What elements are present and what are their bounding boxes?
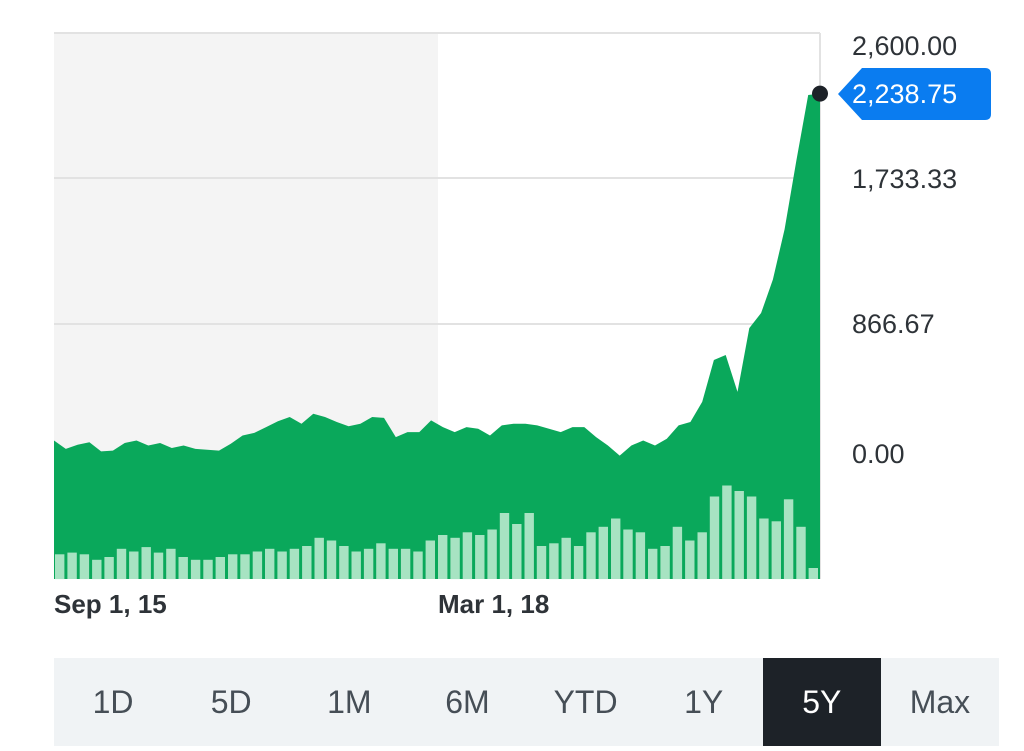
range-button-1d[interactable]: 1D xyxy=(92,683,134,720)
range-button-ytd[interactable]: YTD xyxy=(553,683,618,720)
y-tick-label-3: 866.67 xyxy=(852,309,935,339)
range-button-5d[interactable]: 5D xyxy=(210,683,252,720)
price-chart: 2,600.00 1,733.33 866.67 0.00 Sep 1, 15 … xyxy=(54,31,991,619)
volume-bar xyxy=(697,532,707,580)
price-area-series xyxy=(54,93,820,579)
volume-bar xyxy=(178,557,188,579)
volume-bar xyxy=(228,554,238,580)
volume-bar xyxy=(709,496,720,579)
y-tick-label-2: 1,733.33 xyxy=(852,164,957,194)
volume-bar xyxy=(104,557,114,579)
volume-bar xyxy=(808,568,818,579)
range-selector: 1D 5D 1M 6M YTD 1Y 5Y Max xyxy=(54,658,999,746)
volume-bar xyxy=(672,526,683,580)
last-price-label: 2,238.75 xyxy=(852,79,957,109)
x-tick-label-mid: Mar 1, 18 xyxy=(438,589,549,619)
volume-bar xyxy=(783,499,794,580)
volume-bar xyxy=(549,543,559,580)
volume-bar xyxy=(55,554,65,580)
volume-bar xyxy=(92,559,102,580)
volume-bar xyxy=(771,521,781,580)
volume-bar xyxy=(499,513,510,579)
volume-bar xyxy=(215,557,225,579)
volume-bar xyxy=(413,551,423,579)
volume-bar xyxy=(734,491,744,579)
volume-bar xyxy=(203,559,213,580)
volume-bar xyxy=(240,554,250,580)
volume-bar xyxy=(190,559,201,580)
volume-bar xyxy=(475,535,485,579)
volume-bar xyxy=(487,529,497,579)
volume-bar xyxy=(796,526,806,580)
range-button-1y[interactable]: 1Y xyxy=(684,683,724,720)
volume-bar xyxy=(376,543,386,580)
volume-bar xyxy=(573,546,584,579)
range-button-5y[interactable]: 5Y xyxy=(762,658,881,746)
volume-bar xyxy=(462,532,473,580)
volume-bar xyxy=(759,518,769,579)
volume-bar xyxy=(400,548,411,580)
volume-bar xyxy=(450,537,460,580)
volume-bar xyxy=(648,548,658,580)
volume-bar xyxy=(166,548,176,580)
volume-bar xyxy=(561,537,571,580)
range-button-1m[interactable]: 1M xyxy=(327,683,372,720)
volume-bar xyxy=(265,548,275,580)
volume-bar xyxy=(524,513,534,579)
volume-bar xyxy=(79,554,90,580)
volume-bar xyxy=(685,540,695,579)
y-tick-label-bottom: 0.00 xyxy=(852,439,905,469)
range-button-6m[interactable]: 6M xyxy=(445,683,490,720)
volume-bar xyxy=(722,485,732,579)
volume-bar xyxy=(660,546,670,579)
volume-bar xyxy=(438,535,448,579)
last-price-marker xyxy=(812,85,828,102)
volume-bar xyxy=(314,537,324,580)
volume-bar xyxy=(598,526,608,580)
volume-bar xyxy=(339,546,349,579)
volume-bar xyxy=(129,551,139,579)
volume-bar xyxy=(351,551,361,579)
volume-bar xyxy=(746,496,757,579)
range-button-max[interactable]: Max xyxy=(909,683,971,720)
volume-bar xyxy=(363,548,374,580)
volume-bar xyxy=(277,551,287,579)
volume-bar xyxy=(302,546,312,579)
volume-bar xyxy=(326,540,337,579)
volume-bar xyxy=(388,548,398,580)
volume-bar xyxy=(252,551,263,579)
volume-bar xyxy=(512,524,522,579)
volume-bar xyxy=(425,540,435,579)
volume-bar xyxy=(141,547,151,579)
volume-bar xyxy=(153,552,164,579)
volume-bar xyxy=(611,518,621,579)
volume-bar xyxy=(116,548,127,580)
volume-bar xyxy=(623,529,633,579)
volume-bar xyxy=(289,548,300,580)
volume-bar xyxy=(67,552,77,579)
volume-bar xyxy=(586,532,596,580)
volume-bar xyxy=(635,532,646,580)
volume-bar xyxy=(536,546,547,579)
x-tick-label-start: Sep 1, 15 xyxy=(54,589,167,619)
last-price-badge xyxy=(838,68,991,120)
y-tick-label-top: 2,600.00 xyxy=(852,31,957,61)
